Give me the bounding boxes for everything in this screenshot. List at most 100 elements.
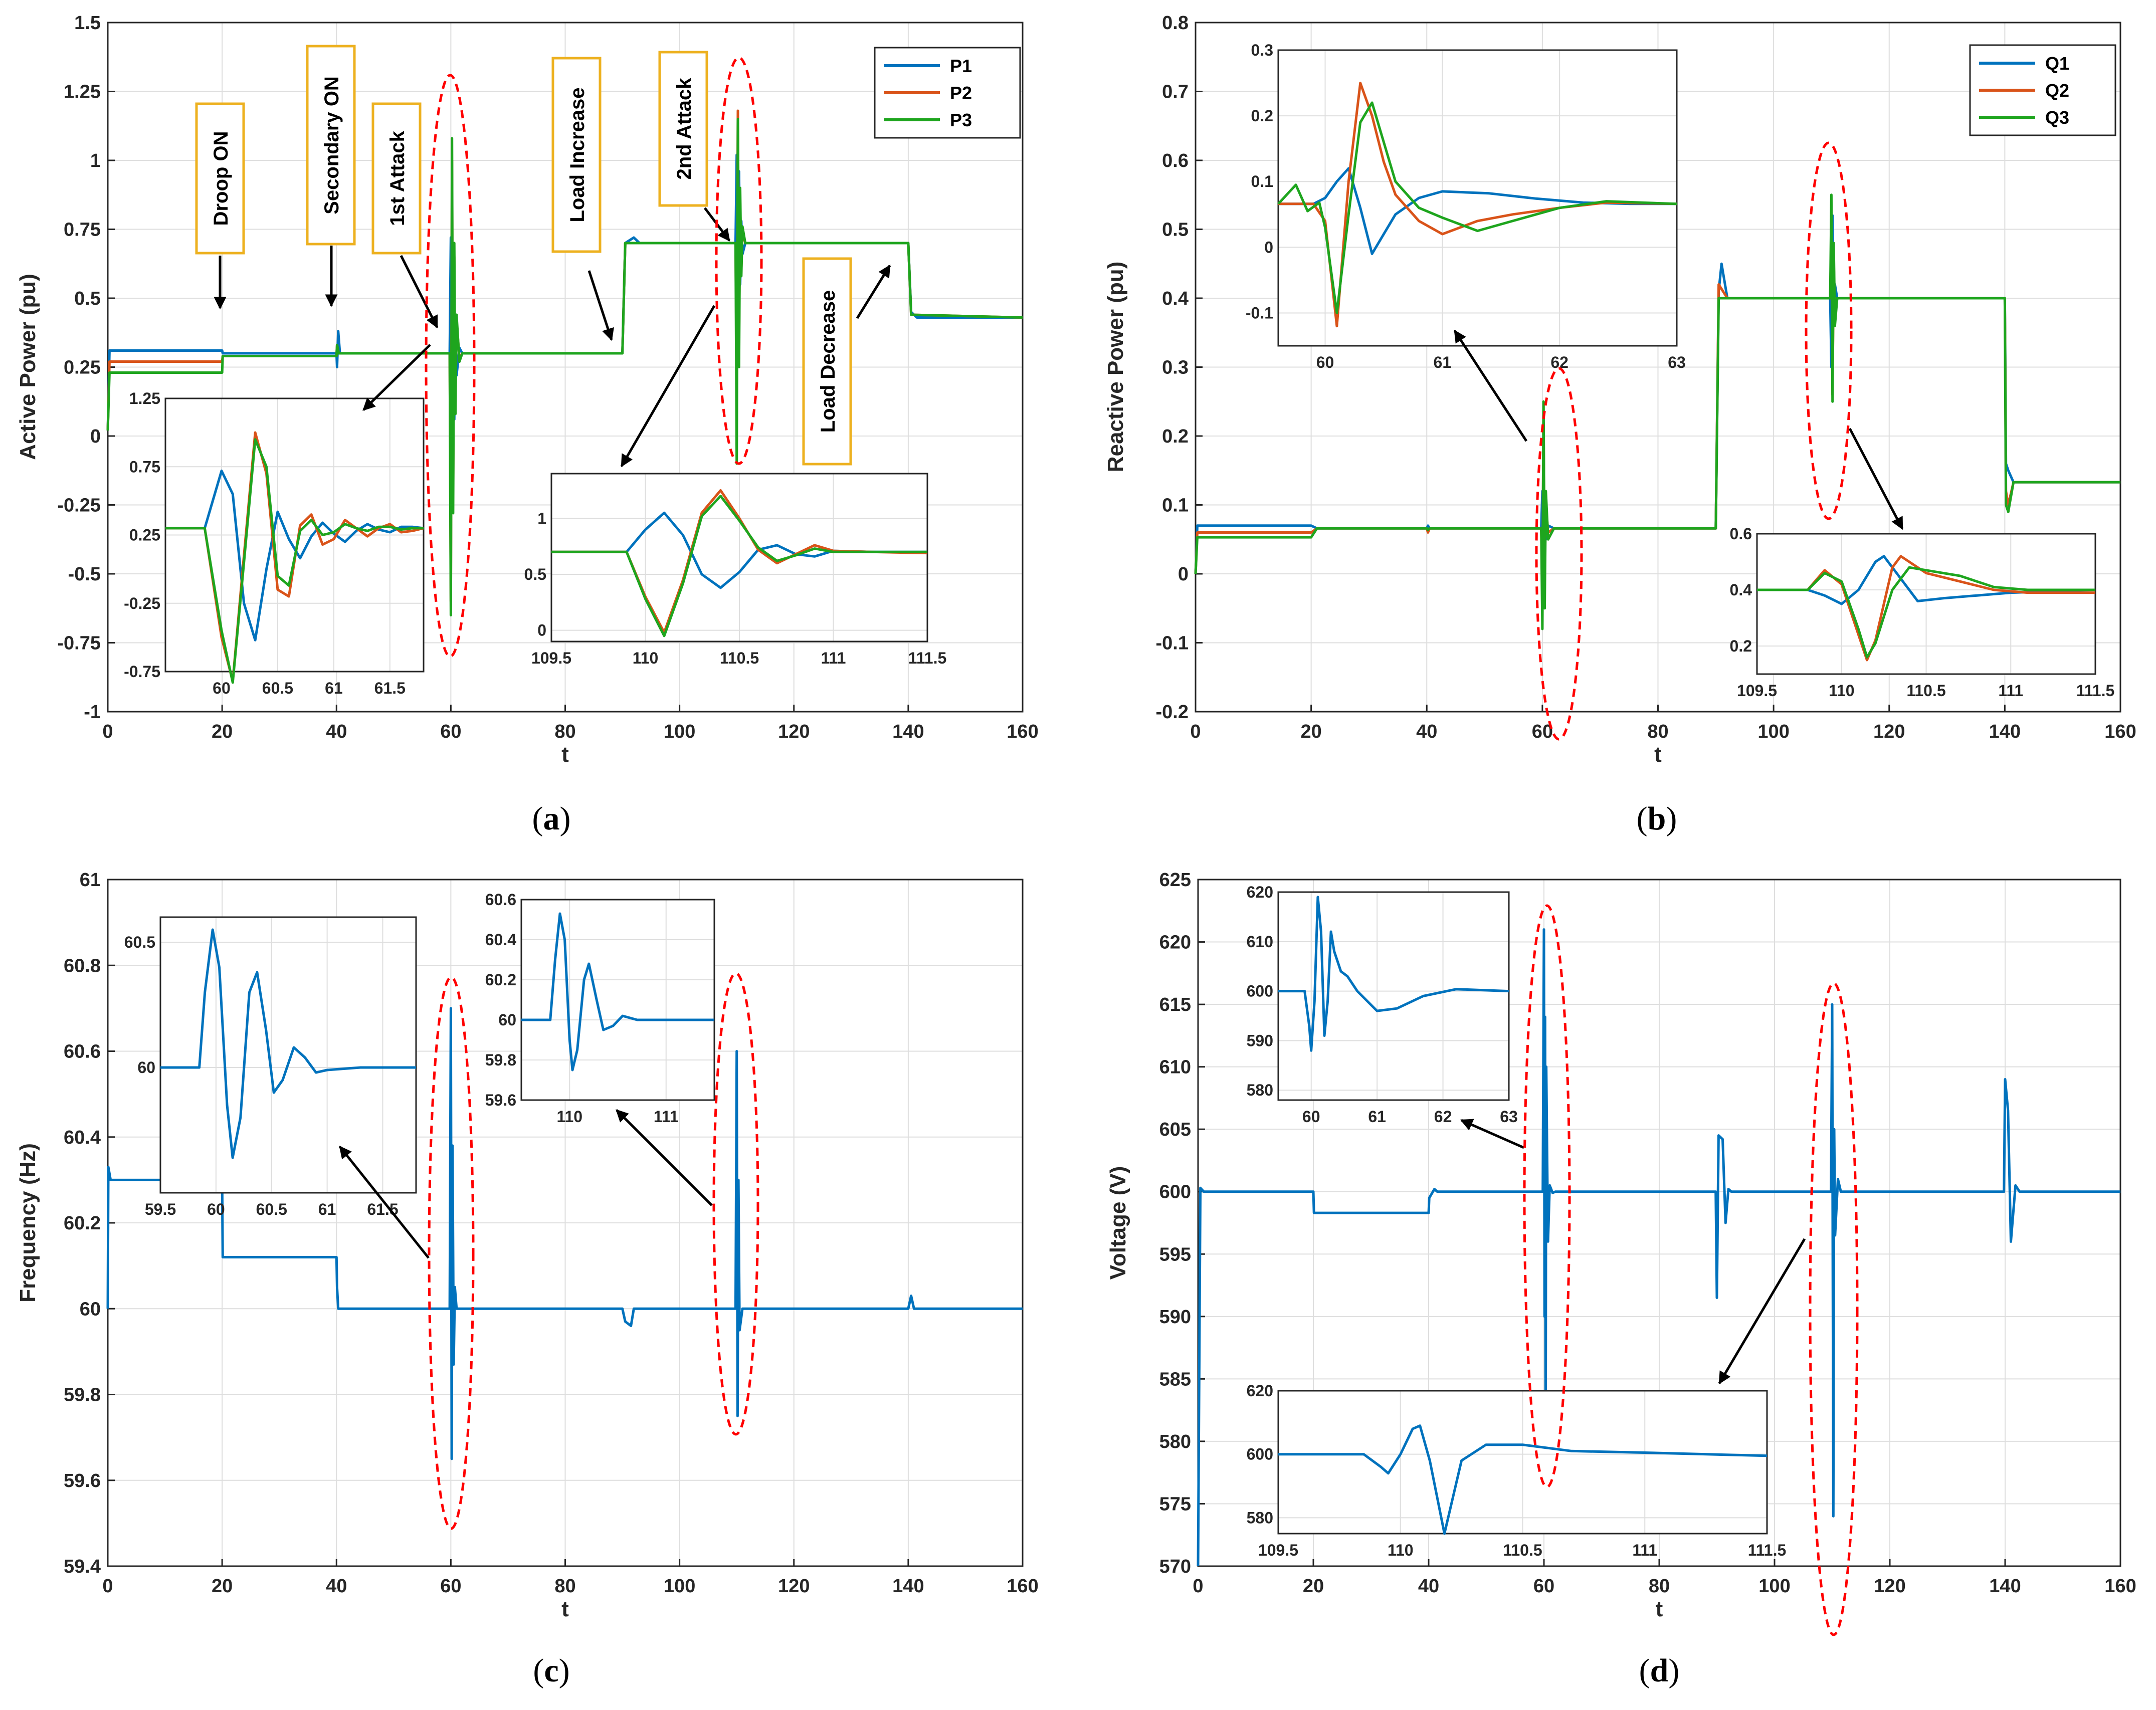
inset-x-tick-label: 111.5 <box>1748 1541 1787 1559</box>
legend: P1 P2 P3 <box>874 47 1021 139</box>
inset-x-tick-label: 111 <box>654 1108 679 1126</box>
inset-x-tick-label: 110 <box>1388 1541 1414 1559</box>
inset-y-tick-label: 59.8 <box>485 1051 516 1069</box>
inset-y-tick-label: 590 <box>1247 1031 1273 1049</box>
inset-series-line-Q3 <box>1757 566 2095 659</box>
annotation-1st-attack-label: 1st Attack <box>386 130 409 226</box>
inset-series-line-Q2 <box>1757 555 2095 662</box>
x-tick-label: 60 <box>440 721 461 742</box>
annotation-load-decrease: Load Decrease <box>802 257 852 466</box>
attack-ellipse-d1 <box>1523 904 1571 1488</box>
x-tick-label: 160 <box>2104 1576 2136 1597</box>
x-axis-label: t <box>1654 742 1662 767</box>
y-tick-label: -0.5 <box>68 564 101 585</box>
inset-x-tick-label: 110 <box>1829 682 1855 700</box>
legend: Q1 Q2 Q3 <box>1969 44 2116 136</box>
inset-y-tick-label: 600 <box>1247 982 1273 1000</box>
panel-caption: (d) <box>1639 1652 1680 1689</box>
inset-a2: 109.5 110 110.5 111 111.5 0 0.5 1 <box>524 473 946 667</box>
y-tick-label: 0.6 <box>1162 150 1189 171</box>
annotation-load-decrease-label: Load Decrease <box>817 290 839 433</box>
inset-y-tick-label: 610 <box>1247 933 1273 951</box>
inset-b2: 109.5 110 110.5 111 111.5 0.2 0.4 0.6 <box>1730 525 2115 700</box>
inset-x-tick-label: 61 <box>318 1200 336 1218</box>
inset-series-line-f <box>160 928 416 1159</box>
x-tick-label: 120 <box>778 1576 810 1597</box>
x-tick-label: 40 <box>326 1576 347 1597</box>
inset-y-tick-label: 0.4 <box>1730 581 1752 599</box>
inset-x-tick-label: 110 <box>633 649 659 667</box>
y-tick-label: 59.6 <box>64 1470 101 1491</box>
inset-plot-area <box>1277 891 1510 1101</box>
y-tick-label: 0.5 <box>1162 220 1189 241</box>
inset-x-tick-label: 63 <box>1668 353 1686 371</box>
y-tick-label: 59.8 <box>64 1385 101 1406</box>
y-tick-label: 605 <box>1159 1119 1191 1140</box>
panel-caption: (a) <box>532 800 571 837</box>
y-tick-label: 0.5 <box>74 288 101 309</box>
panel-c: 0 20 40 60 80 100 120 140 160 59.4 59.6 59.8 60 60.2 6… <box>16 870 1039 1689</box>
y-tick-label: 0.25 <box>64 357 101 378</box>
inset-x-tick-label: 109.5 <box>1737 682 1777 700</box>
y-tick-label: 620 <box>1159 932 1191 953</box>
inset-c2: 110 111 59.6 59.8 60 60.2 60.4 60.6 <box>485 891 715 1126</box>
inset-y-tick-label: 60.6 <box>485 891 516 909</box>
inset-y-tick-label: -0.25 <box>124 594 160 612</box>
plot-border <box>107 22 1024 713</box>
x-tick-label: 140 <box>892 1576 924 1597</box>
y-tick-label: 60.8 <box>64 955 101 976</box>
x-tick-label: 20 <box>1303 1576 1324 1597</box>
x-tick-label: 40 <box>326 721 347 742</box>
inset-x-tick-label: 60.5 <box>262 679 293 697</box>
y-tick-label: 1.25 <box>64 82 101 103</box>
x-tick-label: 100 <box>1758 1576 1790 1597</box>
y-tick-label: 0.8 <box>1162 13 1189 34</box>
attack-ellipse-c2 <box>712 972 759 1436</box>
inset-x-tick-label: 110.5 <box>1503 1541 1542 1559</box>
inset-border <box>1277 1390 1768 1535</box>
inset-border <box>164 397 425 673</box>
legend-label-Q2: Q2 <box>2045 80 2069 101</box>
inset-d1: 60 61 62 63 580 590 600 610 620 <box>1247 883 1518 1126</box>
series-line-V <box>1197 928 2120 1567</box>
y-tick-label: 1 <box>90 150 101 171</box>
inset-x-tick-label: 60 <box>213 679 231 697</box>
inset-x-tick-label: 60 <box>207 1200 225 1218</box>
y-tick-label: 0.75 <box>64 220 101 241</box>
x-tick-label: 120 <box>778 721 810 742</box>
x-tick-label: 140 <box>1989 1576 2021 1597</box>
annotation-2nd-attack: 2nd Attack <box>658 51 708 207</box>
attack-ellipse-b2 <box>1805 141 1853 520</box>
annotation-secondary-on-label: Secondary ON <box>321 76 343 215</box>
arrow-inset-c1 <box>339 1146 430 1259</box>
y-tick-label: -0.25 <box>57 495 101 516</box>
inset-y-tick-label: 60.2 <box>485 971 516 989</box>
legend-label-P3: P3 <box>950 110 972 130</box>
inset-y-tick-label: 620 <box>1247 1382 1273 1400</box>
annotation-secondary-on: Secondary ON <box>306 45 356 246</box>
inset-y-tick-label: 0.25 <box>129 526 160 544</box>
inset-x-tick-label: 110 <box>556 1108 582 1126</box>
attack-ellipse-b1 <box>1535 367 1583 741</box>
attack-ellipse-a1 <box>425 74 476 658</box>
x-tick-label: 80 <box>554 721 575 742</box>
y-tick-label: 580 <box>1159 1431 1191 1452</box>
y-tick-label: 0.1 <box>1162 495 1189 516</box>
annotation-load-increase: Load Increase <box>551 57 602 253</box>
x-tick-label: 80 <box>1649 1576 1670 1597</box>
y-tick-label: 570 <box>1159 1556 1191 1577</box>
inset-series-line-f <box>521 912 714 1072</box>
x-tick-label: 140 <box>1989 721 2021 742</box>
y-axis-label: Active Power (pu) <box>16 274 40 460</box>
x-tick-label: 120 <box>1873 721 1905 742</box>
inset-series-line-V <box>1278 1424 1768 1535</box>
inset-d2: 109.5 110 110.5 111 111.5 580 600 620 <box>1247 1382 1787 1559</box>
x-tick-label: 20 <box>212 1576 233 1597</box>
attack-ellipse-c1 <box>428 976 475 1530</box>
x-tick-label: 140 <box>892 721 924 742</box>
inset-x-tick-label: 61 <box>1368 1108 1386 1126</box>
annotation-droop-on: Droop ON <box>195 102 245 255</box>
inset-x-tick-label: 63 <box>1500 1108 1518 1126</box>
inset-x-tick-label: 60 <box>1302 1108 1320 1126</box>
